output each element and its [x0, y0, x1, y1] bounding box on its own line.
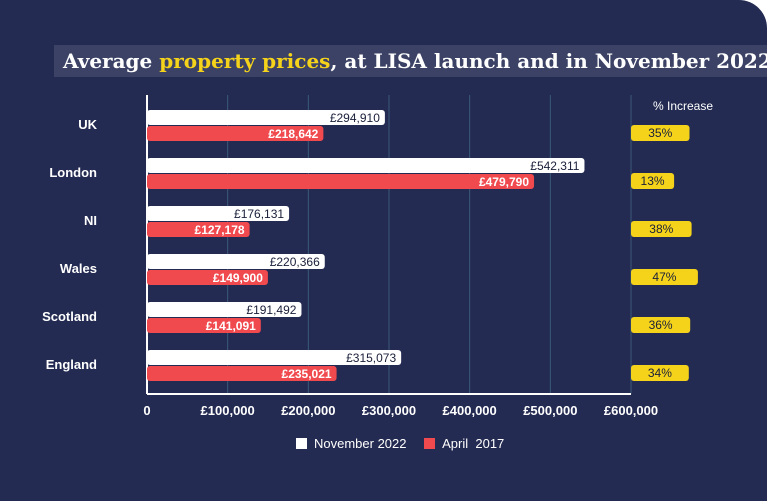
bar-apr2017-uk	[147, 126, 324, 141]
bar-apr2017-london	[147, 174, 535, 189]
bar-apr2017-scotland	[147, 318, 261, 333]
bar-nov2022-uk	[147, 110, 385, 125]
category-label-london: London	[49, 165, 97, 180]
bar-nov2022-ni	[147, 206, 290, 221]
legend-swatch-apr2017	[424, 438, 436, 449]
bar-label-nov2022-ni: £176,131	[234, 207, 284, 221]
increase-bar-scotland	[631, 317, 691, 333]
bar-label-apr2017-england: £235,021	[282, 367, 332, 381]
category-label-scotland: Scotland	[42, 309, 97, 324]
bar-label-nov2022-wales: £220,366	[270, 255, 320, 269]
title-prefix: Average	[63, 49, 160, 73]
x-tick-label-2: £200,000	[281, 403, 335, 418]
bar-nov2022-scotland	[147, 302, 302, 317]
increase-bar-uk	[631, 125, 690, 141]
bar-label-nov2022-england: £315,073	[346, 351, 396, 365]
bar-nov2022-wales	[147, 254, 325, 269]
legend-label-apr2017: April 2017	[442, 436, 505, 451]
title-suffix: , at LISA launch and in November 2022	[330, 49, 767, 73]
title-highlight: property prices	[159, 49, 331, 73]
increase-label-uk: 35%	[648, 126, 672, 140]
x-tick-label-6: £600,000	[604, 403, 658, 418]
bar-label-apr2017-scotland: £141,091	[206, 319, 256, 333]
increase-bar-ni	[631, 221, 692, 237]
legend-label-nov2022: November 2022	[314, 436, 407, 451]
x-tick-label-1: £100,000	[201, 403, 255, 418]
bar-nov2022-england	[147, 350, 402, 365]
category-label-wales: Wales	[60, 261, 97, 276]
bar-label-nov2022-scotland: £191,492	[246, 303, 296, 317]
x-tick-label-3: £300,000	[362, 403, 416, 418]
bar-label-apr2017-ni: £127,178	[195, 223, 245, 237]
increase-label-england: 34%	[648, 366, 672, 380]
legend: November 2022 April 2017	[296, 436, 518, 451]
category-label-england: England	[46, 357, 97, 372]
bar-label-nov2022-uk: £294,910	[330, 111, 380, 125]
category-label-uk: UK	[78, 117, 97, 132]
increase-header: % Increase	[653, 99, 713, 113]
bar-label-apr2017-london: £479,790	[479, 175, 529, 189]
x-tick-label-0: 0	[143, 403, 150, 418]
increase-label-scotland: 36%	[649, 318, 673, 332]
bar-nov2022-london	[147, 158, 585, 173]
increase-bar-england	[631, 365, 689, 381]
bar-label-apr2017-wales: £149,900	[213, 271, 263, 285]
legend-item-apr2017: April 2017	[424, 436, 504, 451]
x-tick-label-4: £400,000	[443, 403, 497, 418]
increase-label-ni: 38%	[649, 222, 673, 236]
legend-swatch-nov2022	[296, 438, 307, 449]
x-tick-label-5: £500,000	[523, 403, 577, 418]
chart-title: Average property prices, at LISA launch …	[54, 45, 767, 77]
bar-apr2017-ni	[147, 222, 250, 237]
bar-apr2017-wales	[147, 270, 268, 285]
legend-item-nov2022: November 2022	[296, 436, 407, 451]
increase-bar-wales	[631, 269, 698, 285]
category-label-ni: NI	[84, 213, 97, 228]
increase-bar-london	[631, 173, 675, 189]
bar-apr2017-england	[147, 366, 337, 381]
bar-label-apr2017-uk: £218,642	[268, 127, 318, 141]
increase-label-london: 13%	[641, 174, 665, 188]
increase-label-wales: 47%	[652, 270, 676, 284]
bar-label-nov2022-london: £542,311	[530, 159, 579, 173]
